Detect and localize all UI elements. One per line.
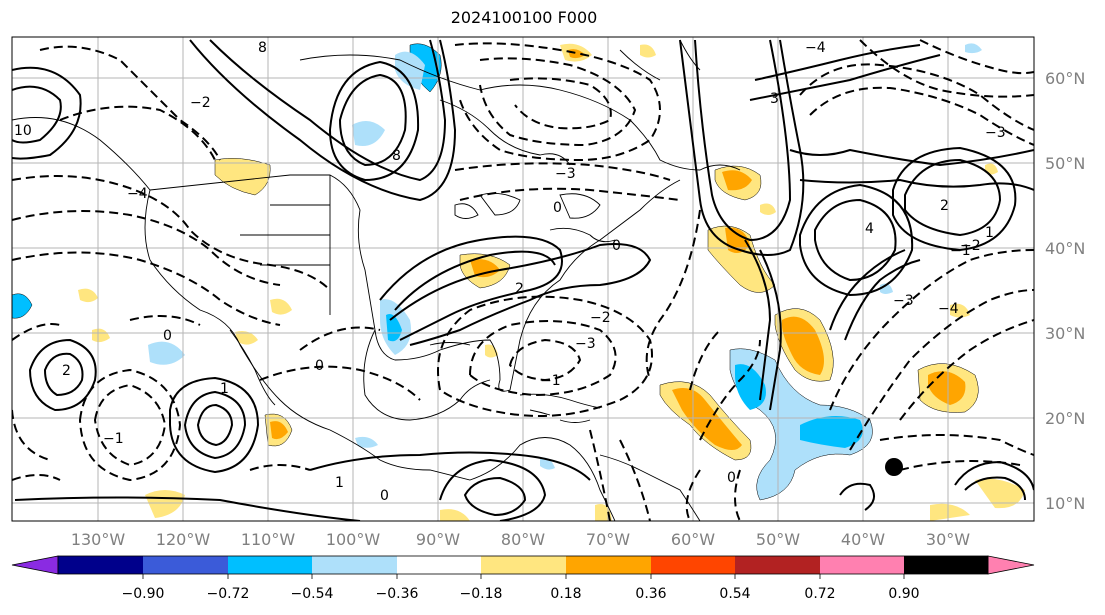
- contour-label: 0: [612, 238, 621, 254]
- negative-contours: [12, 39, 1034, 521]
- contour-labels: 0 0 0 0 0 0 −1 −1 −1 −2 −2 −2 −3 −3 −3 −…: [14, 40, 1006, 504]
- colorbar-tick: −0.18: [460, 586, 503, 602]
- contour-label: 0: [380, 488, 389, 504]
- lon-label: 100°W: [326, 530, 381, 549]
- lon-label: 110°W: [241, 530, 296, 549]
- black-dot-marker: [885, 458, 903, 476]
- lon-label: 80°W: [501, 530, 545, 549]
- contour-label: −4: [127, 186, 148, 202]
- lon-label: 120°W: [156, 530, 211, 549]
- contour-label: −3: [985, 125, 1006, 141]
- colorbar-tick: 0.18: [550, 586, 581, 602]
- colorbar-segment: [566, 556, 651, 574]
- contour-label: −2: [960, 238, 981, 254]
- shading-layer: [12, 43, 1025, 521]
- colorbar-tick: −0.72: [207, 586, 250, 602]
- colorbar-tick: 0.90: [888, 586, 919, 602]
- contour-label: 3: [770, 91, 779, 107]
- lon-label: 130°W: [71, 530, 126, 549]
- colorbar-tick: −0.90: [122, 586, 165, 602]
- contour-label: −2: [190, 95, 211, 111]
- contour-label: 0: [315, 358, 324, 374]
- contour-label: −4: [938, 301, 959, 317]
- lat-label: 20°N: [1045, 409, 1085, 428]
- colorbar-segment: [904, 556, 988, 574]
- contour-label: 0: [553, 200, 562, 216]
- contour-label: 2: [515, 281, 524, 297]
- colorbar: −0.90 −0.72 −0.54 −0.36 −0.18 0.18 0.36 …: [11, 555, 1035, 602]
- lon-label: 70°W: [586, 530, 630, 549]
- lon-label: 30°W: [926, 530, 970, 549]
- contour-label: −1: [540, 373, 561, 389]
- graticule: [12, 37, 1034, 521]
- colorbar-tick: −0.54: [291, 586, 334, 602]
- contour-label: 10: [14, 123, 32, 139]
- colorbar-segment: [143, 556, 228, 574]
- colorbar-segment: [651, 556, 735, 574]
- longitude-labels: 130°W 120°W 110°W 100°W 90°W 80°W 70°W 6…: [71, 530, 970, 549]
- contour-label: −3: [575, 336, 596, 352]
- latitude-labels: 60°N 50°N 40°N 30°N 20°N 10°N: [1045, 69, 1085, 513]
- contour-label: 2: [62, 363, 71, 379]
- colorbar-extend-high: [987, 555, 1035, 575]
- lat-label: 30°N: [1045, 324, 1085, 343]
- colorbar-extend-low: [11, 555, 59, 575]
- lon-label: 50°W: [756, 530, 800, 549]
- map-panel: 0 0 0 0 0 0 −1 −1 −1 −2 −2 −2 −3 −3 −3 −…: [12, 37, 1034, 521]
- contour-label: −1: [950, 243, 971, 259]
- map-title: 2024100100 F000: [450, 8, 598, 27]
- colorbar-segment: [820, 556, 904, 574]
- colorbar-segment: [735, 556, 820, 574]
- colorbar-tick: 0.54: [719, 586, 750, 602]
- contour-label: 0: [163, 328, 172, 344]
- colorbar-segment: [58, 556, 143, 574]
- contour-label: 1: [220, 381, 229, 397]
- colorbar-tick: 0.72: [804, 586, 835, 602]
- contour-label: 8: [258, 40, 267, 56]
- colorbar-segment: [312, 556, 397, 574]
- lat-label: 40°N: [1045, 239, 1085, 258]
- lat-label: 60°N: [1045, 69, 1085, 88]
- contour-label: 1: [335, 475, 344, 491]
- colorbar-segment: [397, 556, 481, 574]
- lon-label: 40°W: [841, 530, 885, 549]
- colorbar-segment: [481, 556, 566, 574]
- colorbar-segment: [228, 556, 312, 574]
- lon-label: 90°W: [416, 530, 460, 549]
- colorbar-tick: 0.36: [635, 586, 666, 602]
- contour-label: 4: [865, 221, 874, 237]
- contour-label: 8: [392, 148, 401, 164]
- contour-label: −1: [103, 431, 124, 447]
- positive-contours: [12, 39, 1034, 521]
- lat-label: 50°N: [1045, 154, 1085, 173]
- contour-label: −4: [805, 40, 826, 56]
- colorbar-tick: −0.36: [376, 586, 419, 602]
- contour-label: 0: [727, 470, 736, 486]
- lon-label: 60°W: [671, 530, 715, 549]
- contour-label: 1: [985, 225, 994, 241]
- lat-label: 10°N: [1045, 494, 1085, 513]
- contour-label: 2: [940, 198, 949, 214]
- map-frame: [11, 36, 1035, 522]
- contour-label: −3: [555, 166, 576, 182]
- contour-label: −3: [893, 293, 914, 309]
- contour-label: −2: [590, 310, 611, 326]
